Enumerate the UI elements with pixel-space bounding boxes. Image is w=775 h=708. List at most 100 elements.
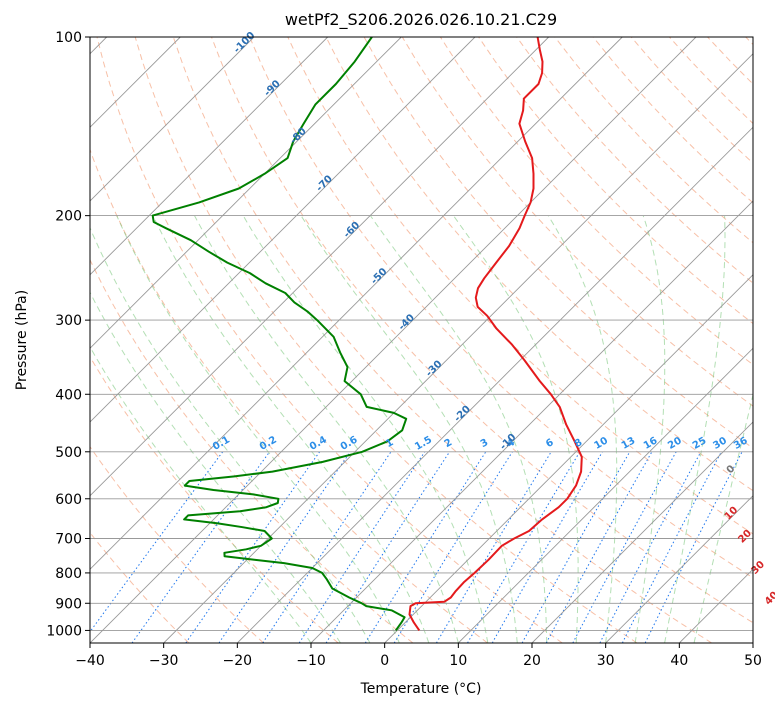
- isotherm-line: [90, 37, 623, 570]
- isotherm-line: [457, 347, 753, 643]
- x-axis: −40 −30 −20 −10 0 10 20 30 40 50: [75, 643, 762, 669]
- dry-adiabat: [90, 445, 264, 643]
- moist-adiabat: [693, 392, 753, 643]
- mixing-ratio-line: [185, 451, 321, 643]
- isotherm-label: -40: [397, 312, 418, 333]
- grid-lines: [90, 37, 753, 643]
- moist-adiabat: [194, 215, 459, 643]
- dry-adiabat: [554, 37, 753, 244]
- moist-adiabat-label: 20: [736, 528, 754, 546]
- mixing-ratio-line: [435, 451, 552, 643]
- moist-adiabat: [116, 215, 400, 643]
- isotherm-line: [236, 126, 753, 643]
- y-tick-label: 700: [55, 532, 82, 548]
- isotherm-line: [90, 37, 329, 276]
- mixing-ratio-label: 25: [691, 435, 709, 452]
- moist-adiabat: [90, 345, 312, 643]
- mixing-ratio-label: 4: [505, 437, 517, 450]
- mixing-ratio-line: [599, 451, 702, 643]
- isotherm-line: [605, 495, 753, 643]
- x-tick-label: −30: [149, 653, 179, 669]
- mixing-ratio-label: 36: [732, 435, 750, 452]
- plot-frame: [89, 36, 754, 644]
- moist-adiabat: [452, 215, 579, 643]
- dry-adiabat: [249, 37, 753, 579]
- moist-adiabat-label: 30: [749, 559, 767, 577]
- mixing-ratio-label: 30: [711, 435, 729, 452]
- isotherm-label: -80: [288, 126, 309, 147]
- mixing-ratio-label: 1.5: [413, 434, 434, 452]
- background-lines: [90, 37, 753, 643]
- mixing-ratio-label: 6: [544, 437, 556, 450]
- isotherm-label: -60: [342, 220, 363, 241]
- x-tick-label: −40: [75, 653, 105, 669]
- y-tick-label: 200: [55, 209, 82, 225]
- mixing-ratio-line: [572, 451, 677, 643]
- isotherm-line: [531, 421, 753, 643]
- dry-adiabat: [90, 258, 414, 643]
- mixing-ratio-line: [218, 451, 351, 643]
- isotherm-line: [90, 37, 697, 643]
- mixing-ratio-label: 0.4: [308, 434, 329, 452]
- mixing-ratio-line: [262, 451, 392, 643]
- moist-adiabat: [369, 215, 548, 643]
- isotherm-line: [678, 568, 753, 643]
- x-tick-label: 10: [449, 653, 467, 669]
- dry-adiabat: [478, 37, 753, 325]
- moist-adiabat-label: 40: [763, 590, 775, 608]
- y-axis-label: Pressure (hPa): [14, 290, 30, 390]
- moist-adiabat: [634, 215, 666, 643]
- moist-adiabat: [664, 215, 726, 643]
- isotherm-label: -10: [498, 432, 519, 453]
- moist-adiabat: [90, 291, 341, 643]
- isotherm-label: -90: [262, 78, 283, 99]
- dry-adiabat: [90, 355, 339, 643]
- moist-adiabat-label: 10: [723, 505, 741, 523]
- dry-adiabat: [96, 37, 563, 643]
- isotherm-label: -100: [232, 30, 258, 56]
- x-tick-label: 50: [744, 653, 762, 669]
- y-tick-label: 600: [55, 492, 82, 508]
- series-lines: [151, 37, 583, 631]
- mixing-ratio-line: [467, 451, 581, 643]
- moist-adiabat: [90, 226, 371, 643]
- mixing-ratio-line: [90, 451, 224, 633]
- y-tick-label: 900: [55, 596, 82, 612]
- y-tick-label: 300: [55, 313, 82, 329]
- mixing-ratio-label: 20: [666, 435, 684, 452]
- isotherm-line: [163, 53, 753, 643]
- moist-adiabat: [300, 215, 518, 643]
- dry-adiabat: [172, 37, 712, 643]
- dewpoint-line: [151, 37, 408, 631]
- y-tick-label: 400: [55, 387, 82, 403]
- dry-adiabat: [287, 37, 753, 535]
- isotherm-line: [310, 200, 753, 643]
- mixing-ratio-label: 1: [384, 437, 396, 450]
- moist-adiabat: [152, 215, 430, 643]
- x-tick-label: 30: [597, 653, 615, 669]
- dry-adiabat: [211, 37, 753, 624]
- mixing-ratio-line: [545, 451, 653, 643]
- isotherm-line: [752, 642, 753, 643]
- mixing-ratio-label: 8: [573, 437, 585, 450]
- mixing-ratio-line: [131, 451, 271, 643]
- mixing-ratio-label: 0.1: [211, 434, 232, 452]
- mixing-ratio-line: [364, 451, 487, 643]
- y-tick-label: 1000: [46, 623, 82, 639]
- dry-adiabat: [439, 37, 753, 366]
- moist-adiabat: [547, 215, 618, 643]
- dry-adiabat: [745, 37, 753, 46]
- isotherm-label: -20: [452, 404, 473, 425]
- temperature-line: [408, 37, 583, 631]
- y-tick-label: 500: [55, 445, 82, 461]
- mixing-ratio-label: 16: [642, 435, 660, 452]
- x-tick-label: 0: [380, 653, 389, 669]
- mixing-ratio-label: 3: [479, 437, 491, 450]
- isotherm-line: [384, 274, 753, 643]
- moist-adiabat-label: 0: [725, 463, 738, 476]
- chart-title: wetPf2_S206.2026.026.10.21.C29: [285, 10, 557, 30]
- mixing-ratio-label: 0.2: [258, 434, 279, 452]
- isotherm-label: -50: [369, 266, 390, 287]
- dry-adiabat: [516, 37, 753, 284]
